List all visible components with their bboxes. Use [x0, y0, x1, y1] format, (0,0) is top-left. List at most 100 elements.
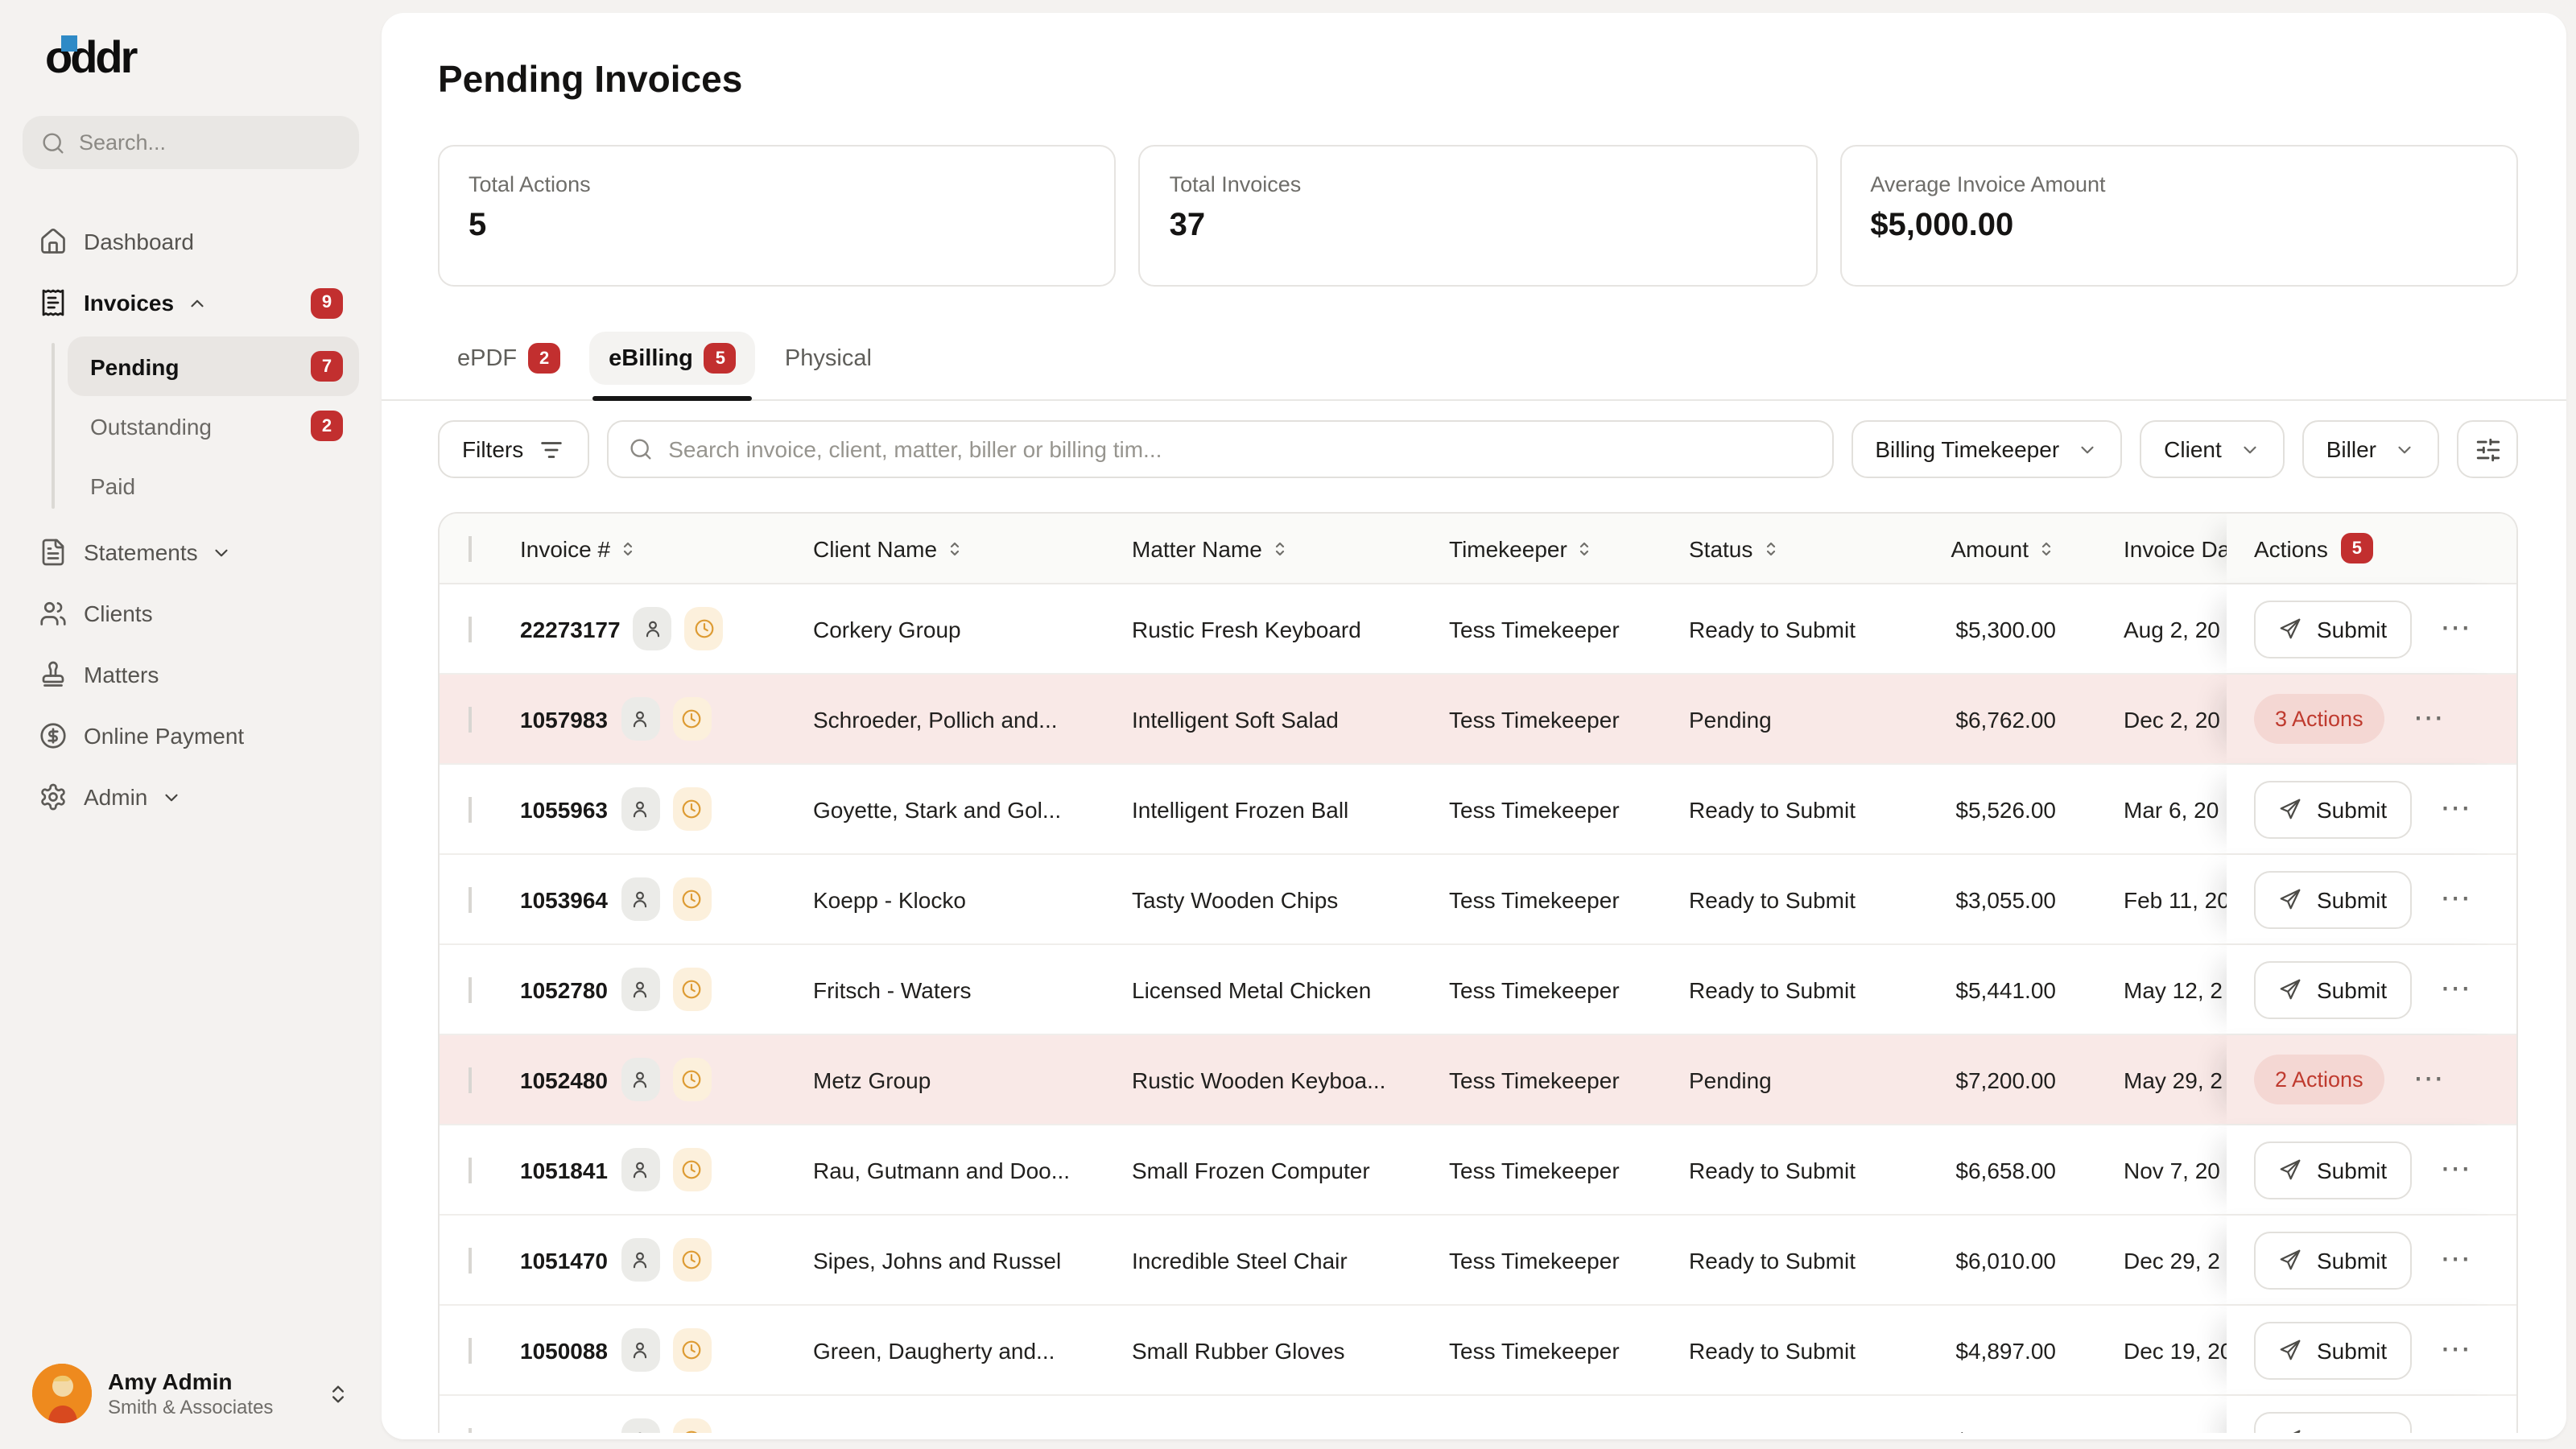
dropdown-biller[interactable]: Biller	[2301, 420, 2439, 478]
timekeeper-chip[interactable]	[621, 1238, 660, 1282]
dropdown-billing-timekeeper[interactable]: Billing Timekeeper	[1851, 420, 2123, 478]
sidebar-search-input[interactable]	[79, 130, 341, 155]
person-icon	[630, 1340, 650, 1360]
sidebar: oddr Dashboard Invoices 9 Pending 7 Outstandi…	[0, 0, 382, 1449]
row-menu-button[interactable]: ⋯	[2440, 791, 2473, 825]
pending-time-chip[interactable]	[672, 1328, 712, 1372]
pending-time-chip[interactable]	[684, 607, 724, 650]
actions-pill[interactable]: 3 Actions	[2254, 694, 2384, 744]
row-checkbox[interactable]	[469, 616, 472, 642]
person-icon	[642, 618, 663, 639]
column-header-amount[interactable]: Amount	[1921, 535, 2066, 561]
pending-time-chip[interactable]	[672, 787, 712, 831]
column-header-status[interactable]: Status	[1689, 535, 1921, 561]
stat-card-total-invoices: Total Invoices 37	[1138, 145, 1818, 287]
select-all-checkbox[interactable]	[469, 535, 472, 561]
pending-time-chip[interactable]	[672, 1238, 712, 1282]
filters-button[interactable]: Filters	[438, 420, 590, 478]
pending-time-chip[interactable]	[672, 877, 712, 921]
user-menu[interactable]: Amy Admin Smith & Associates	[23, 1354, 359, 1426]
amount: $6,762.00	[1955, 706, 2056, 732]
row-checkbox[interactable]	[469, 1067, 472, 1092]
row-menu-button[interactable]: ⋯	[2440, 1424, 2472, 1433]
row-checkbox[interactable]	[469, 796, 472, 822]
amount: $5,526.00	[1955, 796, 2056, 822]
row-checkbox[interactable]	[469, 976, 472, 1002]
sidebar-item-matters[interactable]: Matters	[23, 644, 359, 705]
sidebar-item-admin[interactable]: Admin	[23, 766, 359, 828]
column-settings-button[interactable]	[2457, 420, 2518, 478]
pending-time-chip[interactable]	[672, 1058, 712, 1101]
pending-time-chip[interactable]	[672, 697, 712, 741]
dropdown-client[interactable]: Client	[2140, 420, 2285, 478]
timekeeper-chip[interactable]	[621, 787, 660, 831]
amount: $5,300.00	[1955, 616, 2056, 642]
submit-button[interactable]: Submit	[2254, 600, 2412, 658]
pending-time-chip[interactable]	[672, 1148, 712, 1191]
row-menu-button[interactable]: ⋯	[2440, 972, 2473, 1005]
timekeeper-chip[interactable]	[621, 968, 660, 1011]
count-badge: 9	[311, 287, 343, 318]
tab-epdf[interactable]: ePDF 2	[438, 332, 580, 385]
row-menu-button[interactable]: ⋯	[2413, 1062, 2446, 1096]
row-checkbox[interactable]	[469, 706, 472, 732]
row-checkbox[interactable]	[469, 1427, 472, 1433]
timekeeper-chip[interactable]	[621, 1328, 660, 1372]
row-menu-button[interactable]: ⋯	[2440, 1242, 2473, 1276]
stat-value: 5	[469, 208, 487, 243]
pending-time-chip[interactable]	[672, 968, 712, 1011]
row-menu-button[interactable]: ⋯	[2440, 611, 2473, 645]
actions-cell: Submit ⋯	[2227, 1125, 2516, 1214]
timekeeper-chip[interactable]	[621, 697, 660, 741]
client-name: Metz Group	[813, 1067, 931, 1092]
pending-time-chip[interactable]	[672, 1418, 712, 1433]
submit-button[interactable]: Submit	[2254, 780, 2412, 838]
matter-name: Small Frozen Computer	[1132, 1157, 1370, 1183]
row-menu-button[interactable]: ⋯	[2413, 701, 2446, 735]
sidebar-item-invoices[interactable]: Invoices 9	[23, 272, 359, 333]
sidebar-item-label: Statements	[84, 539, 198, 565]
actions-pill[interactable]: 2 Actions	[2254, 1055, 2384, 1104]
status-text: Ready to Submit	[1689, 796, 1856, 822]
sidebar-subitem-outstanding[interactable]: Outstanding 2	[68, 396, 359, 456]
matter-name: Intelligent Soft Salad	[1132, 706, 1339, 732]
row-checkbox[interactable]	[469, 1337, 472, 1363]
sidebar-item-online-payment[interactable]: Online Payment	[23, 705, 359, 766]
timekeeper-chip[interactable]	[633, 607, 672, 650]
row-checkbox[interactable]	[469, 886, 472, 912]
timekeeper-chip[interactable]	[621, 1418, 660, 1433]
tab-ebilling[interactable]: eBilling 5	[589, 332, 756, 401]
submit-button[interactable]: Submit	[2254, 870, 2412, 928]
submit-button[interactable]: Submit	[2254, 1141, 2412, 1199]
column-header-matter[interactable]: Matter Name	[1132, 535, 1449, 561]
submit-button[interactable]: Submit	[2254, 960, 2412, 1018]
row-menu-button[interactable]: ⋯	[2440, 1332, 2473, 1366]
column-header-invoice[interactable]: Invoice #	[520, 535, 813, 561]
submit-button[interactable]: Submit	[2254, 1321, 2412, 1379]
timekeeper-chip[interactable]	[621, 877, 660, 921]
sidebar-subitem-pending[interactable]: Pending 7	[68, 336, 359, 396]
tab-physical[interactable]: Physical	[766, 334, 891, 382]
chevron-down-icon	[2240, 439, 2260, 460]
sidebar-item-statements[interactable]: Statements	[23, 522, 359, 583]
row-menu-button[interactable]: ⋯	[2440, 1152, 2473, 1186]
column-header-client[interactable]: Client Name	[813, 535, 1132, 561]
stats-row: Total Actions 5 Total Invoices 37 Averag…	[438, 145, 2518, 287]
sidebar-subitem-paid[interactable]: Paid	[68, 456, 359, 515]
row-checkbox[interactable]	[469, 1157, 472, 1183]
table-search-input[interactable]	[668, 436, 1813, 462]
submit-button[interactable]: Submit	[2254, 1411, 2412, 1433]
tab-count-badge: 2	[528, 343, 561, 374]
submit-button[interactable]: Submit	[2254, 1231, 2412, 1289]
row-checkbox[interactable]	[469, 1247, 472, 1273]
timekeeper-chip[interactable]	[621, 1148, 660, 1191]
column-header-invoice-date[interactable]: Invoice Da	[2124, 535, 2227, 561]
timekeeper-chip[interactable]	[621, 1058, 660, 1101]
sidebar-item-dashboard[interactable]: Dashboard	[23, 211, 359, 272]
column-header-timekeeper[interactable]: Timekeeper	[1449, 535, 1689, 561]
chevrons-up-down-icon[interactable]	[327, 1382, 349, 1405]
stat-label: Total Actions	[469, 172, 591, 196]
sidebar-item-clients[interactable]: Clients	[23, 583, 359, 644]
row-menu-button[interactable]: ⋯	[2440, 881, 2473, 915]
sliders-icon	[2474, 436, 2501, 463]
